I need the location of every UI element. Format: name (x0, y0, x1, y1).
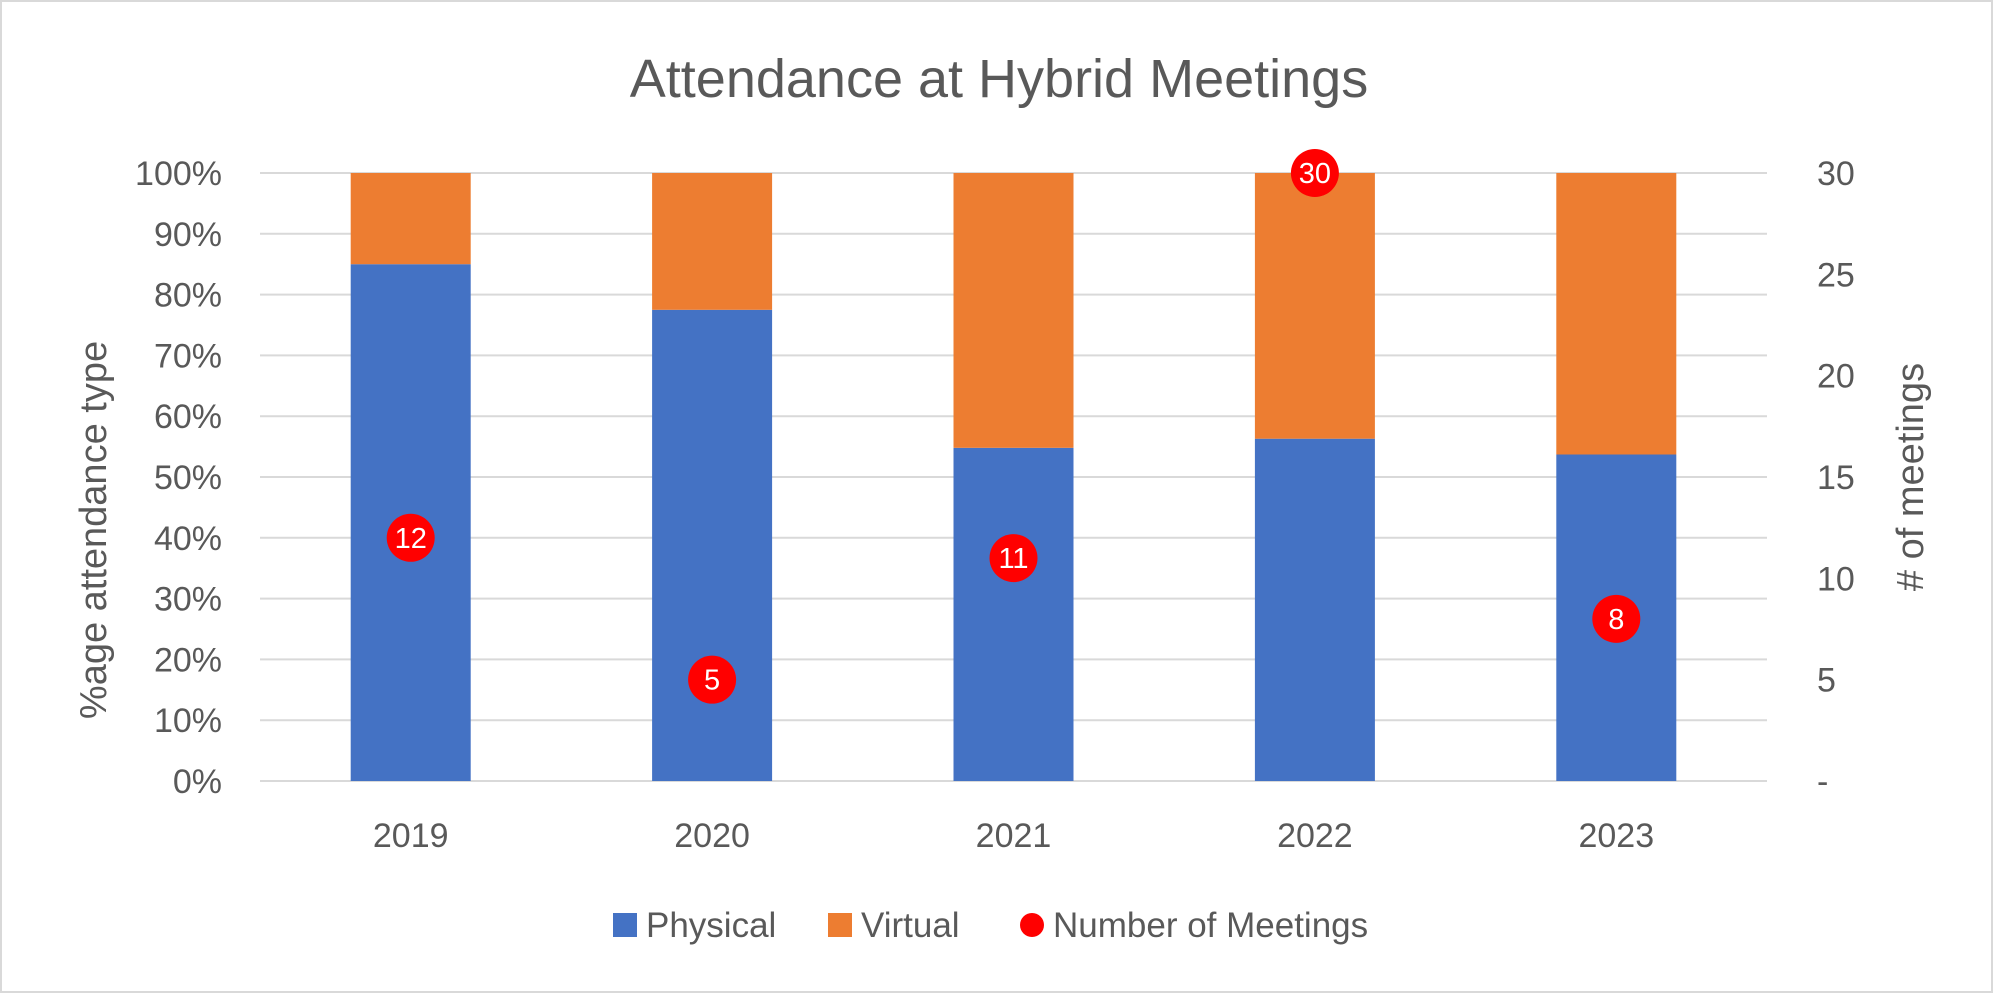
y-tick-label: 50% (154, 459, 222, 497)
y-tick-label: 80% (154, 277, 222, 315)
x-tick-label: 2022 (1277, 817, 1353, 855)
meeting-marker-label: 30 (1299, 158, 1331, 190)
y-tick-label: 60% (154, 398, 222, 436)
x-tick-label: 2023 (1578, 817, 1654, 855)
meeting-marker-label: 12 (395, 523, 427, 555)
y2-tick-label: 5 (1817, 662, 1836, 700)
y-tick-label: 30% (154, 581, 222, 619)
y-tick-label: 20% (154, 641, 222, 679)
y-tick-label: 40% (154, 520, 222, 558)
meeting-marker (1290, 149, 1339, 197)
legend-marker-square (613, 913, 637, 937)
meeting-marker (386, 513, 435, 562)
legend-marker-circle (1020, 913, 1044, 937)
bar-physical-2020 (652, 309, 773, 781)
chart-title: Attendance at Hybrid Meetings (630, 49, 1368, 109)
bar-virtual-2023 (1556, 173, 1677, 455)
meeting-marker (989, 534, 1038, 583)
bar-virtual-2020 (652, 173, 773, 310)
legend: Physical Virtual Number of Meetings (613, 906, 1368, 945)
bar-virtual-2021 (953, 173, 1074, 448)
meeting-marker (688, 655, 737, 704)
y2-tick-label: 10 (1817, 560, 1855, 598)
meeting-marker-label: 8 (1608, 604, 1624, 636)
y-axis-title: %age attendance type (73, 341, 115, 719)
y2-axis-ticks: - 5 10 15 20 25 30 (1817, 155, 1855, 801)
y-tick-label: 100% (135, 155, 222, 193)
bar-virtual-2019 (350, 173, 471, 265)
y-tick-label: 70% (154, 337, 222, 375)
y2-tick-label: 15 (1817, 459, 1855, 497)
y-axis-ticks: 0% 10% 20% 30% 40% 50% 60% 70% 80% 90% 100% (135, 155, 222, 801)
y2-axis-title: # of meetings (1890, 363, 1932, 591)
x-tick-label: 2021 (976, 817, 1052, 855)
bar-physical-2021 (953, 447, 1074, 781)
meeting-marker-label: 11 (998, 543, 1028, 575)
x-tick-label: 2020 (674, 817, 750, 855)
bar-virtual-2022 (1254, 173, 1375, 439)
y2-tick-label: 30 (1817, 155, 1855, 193)
x-tick-label: 2019 (373, 817, 449, 855)
meeting-marker-label: 5 (704, 665, 720, 697)
bar-physical-2022 (1254, 438, 1375, 781)
y2-tick-label: - (1817, 763, 1828, 801)
x-axis-ticks: 2019 2020 2021 2022 2023 (373, 817, 1654, 855)
legend-label: Virtual (861, 906, 960, 945)
y-tick-label: 0% (173, 763, 222, 801)
legend-label: Physical (646, 906, 776, 945)
y-tick-label: 10% (154, 702, 222, 740)
y-tick-label: 90% (154, 216, 222, 254)
y2-tick-label: 20 (1817, 358, 1855, 396)
meeting-markers: 12 5 11 30 8 (386, 149, 1641, 704)
y2-tick-label: 25 (1817, 256, 1855, 294)
meeting-marker (1592, 594, 1641, 643)
legend-marker-square (828, 913, 852, 937)
legend-label: Number of Meetings (1053, 906, 1368, 945)
